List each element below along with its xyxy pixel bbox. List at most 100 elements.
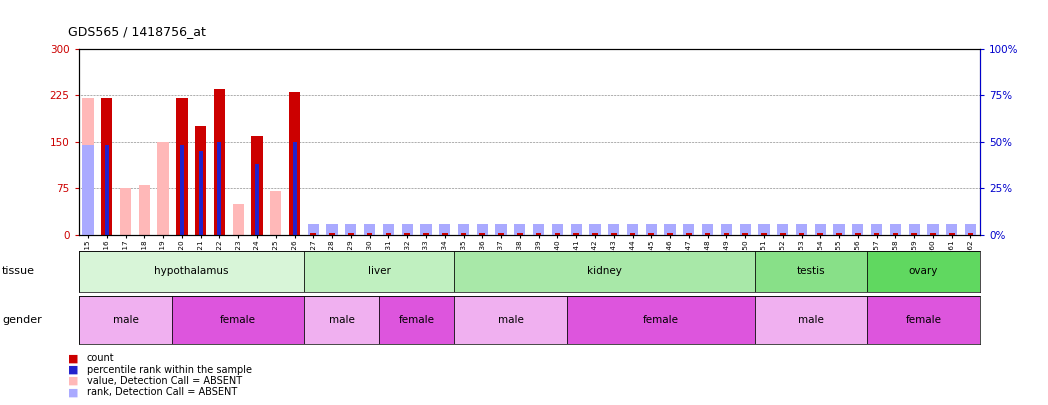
Text: percentile rank within the sample: percentile rank within the sample [87,365,252,375]
Bar [573,233,578,235]
Bar [289,92,300,235]
Bar [348,233,353,235]
Bar [780,233,786,235]
Bar [83,98,93,235]
Text: liver: liver [368,266,391,276]
Bar [755,251,868,292]
Bar [83,145,93,235]
Text: ovary: ovary [909,266,938,276]
Text: female: female [220,315,256,325]
Bar [664,224,676,235]
Bar [931,233,936,235]
Bar [138,185,150,235]
Bar [686,233,692,235]
Bar [551,224,563,235]
Bar [948,233,955,235]
Text: female: female [642,315,679,325]
Bar [874,233,879,235]
Bar [683,224,695,235]
Text: gender: gender [2,315,42,325]
Bar [836,233,842,235]
Bar [742,233,748,235]
Bar [217,142,221,235]
Bar [927,224,939,235]
Bar [608,224,619,235]
Bar [533,224,544,235]
Text: female: female [905,315,941,325]
Bar [536,233,542,235]
Bar [405,233,410,235]
Bar [799,233,804,235]
Bar [439,224,451,235]
Bar [423,233,429,235]
Bar [173,296,304,344]
Text: hypothalamus: hypothalamus [154,266,228,276]
Bar [255,164,259,235]
Bar [420,224,432,235]
Bar [383,224,394,235]
Bar [119,188,131,235]
Bar [214,89,225,235]
Bar [965,224,976,235]
Bar [589,224,601,235]
Bar [401,224,413,235]
Bar [195,126,206,235]
Bar [868,296,980,344]
Bar [180,145,183,235]
Bar [270,192,281,235]
Bar [554,233,561,235]
Bar [912,233,917,235]
Text: ■: ■ [68,365,79,375]
Text: ■: ■ [68,388,79,397]
Text: male: male [798,315,824,325]
Bar [778,224,788,235]
Bar [292,142,297,235]
Bar [890,224,901,235]
Text: value, Detection Call = ABSENT: value, Detection Call = ABSENT [87,376,242,386]
Bar [199,151,202,235]
Bar [367,233,372,235]
Bar [515,224,525,235]
Bar [668,233,673,235]
Bar [646,224,657,235]
Bar [517,233,523,235]
Bar [308,224,319,235]
Bar [364,224,375,235]
Bar [329,233,335,235]
Bar [480,233,485,235]
Bar [442,233,447,235]
Bar [477,224,488,235]
Bar [345,224,356,235]
Bar [946,224,958,235]
Bar [570,224,582,235]
Bar [817,233,823,235]
Bar [649,233,654,235]
Bar [101,98,112,235]
Bar [627,224,638,235]
Bar [79,251,304,292]
Text: ■: ■ [68,376,79,386]
Bar [454,296,567,344]
Bar [702,224,714,235]
Bar [496,224,507,235]
Bar [705,233,711,235]
Bar [454,251,755,292]
Text: testis: testis [796,266,825,276]
Bar [157,142,169,235]
Text: male: male [498,315,523,325]
Bar [592,233,597,235]
Bar [379,296,454,344]
Bar [233,204,244,235]
Bar [833,224,845,235]
Bar [567,296,755,344]
Bar [310,233,316,235]
Bar [304,296,379,344]
Bar [740,224,750,235]
Bar [871,224,882,235]
Text: tissue: tissue [2,266,35,276]
Bar [611,233,616,235]
Bar [386,233,391,235]
Bar [304,251,454,292]
Text: female: female [398,315,435,325]
Text: ■: ■ [68,354,79,363]
